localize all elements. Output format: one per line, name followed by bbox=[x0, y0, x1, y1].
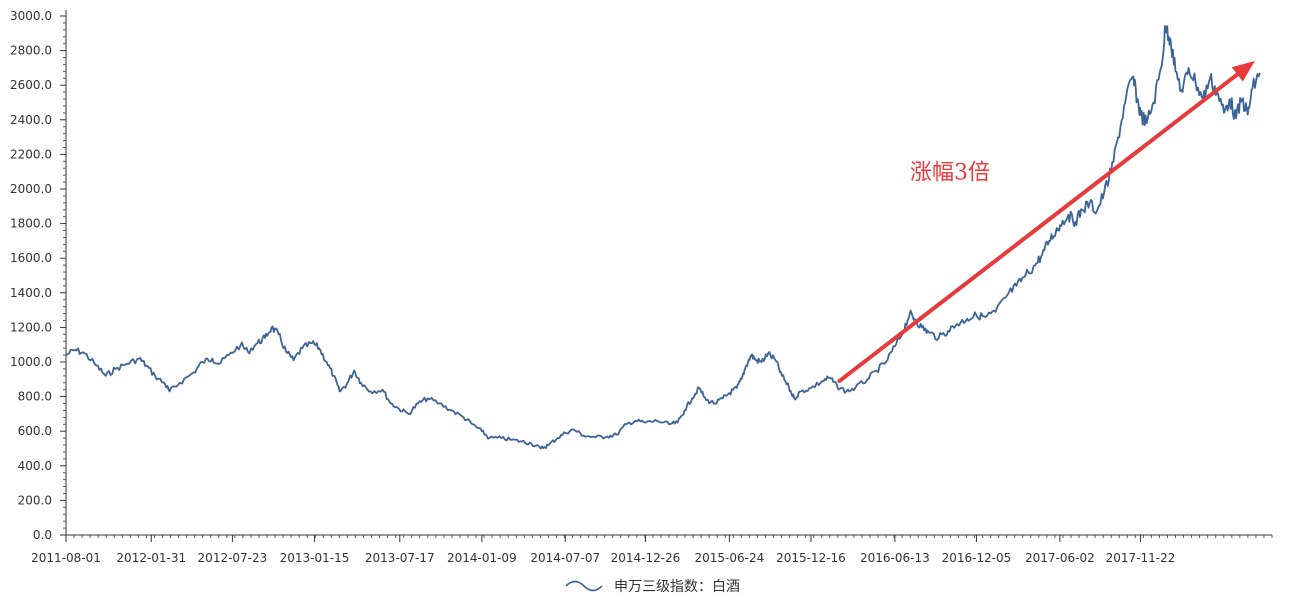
x-axis: 2011-08-01 2012-01-31 2012-07-23 2013-01-15… bbox=[31, 534, 1273, 565]
y-tick-label: 2800.0 bbox=[10, 44, 52, 58]
y-tick-label: 2400.0 bbox=[10, 113, 52, 127]
x-tick-label: 2013-01-15 bbox=[280, 551, 350, 565]
x-tick-label: 2016-12-05 bbox=[942, 551, 1012, 565]
x-tick-label: 2012-07-23 bbox=[198, 551, 268, 565]
y-tick-label: 2200.0 bbox=[10, 147, 52, 161]
y-tick-label: 1800.0 bbox=[10, 217, 52, 231]
x-tick-label: 2014-07-07 bbox=[530, 551, 600, 565]
annotation-group: 涨幅3倍 bbox=[837, 61, 1255, 384]
y-tick-label: 400.0 bbox=[18, 459, 52, 473]
annotation-label: 涨幅3倍 bbox=[910, 160, 990, 185]
x-tick-label: 2014-01-09 bbox=[447, 551, 517, 565]
y-tick-label: 1000.0 bbox=[10, 355, 52, 369]
x-tick-label: 2015-12-16 bbox=[776, 551, 846, 565]
x-tick-label: 2013-07-17 bbox=[365, 551, 435, 565]
y-tick-label: 2000.0 bbox=[10, 182, 52, 196]
series-line-group bbox=[65, 25, 1261, 450]
y-tick-label: 0.0 bbox=[33, 528, 52, 542]
y-tick-label: 1200.0 bbox=[10, 320, 52, 334]
y-tick-label: 800.0 bbox=[18, 390, 52, 404]
annotation-arrow-head bbox=[1231, 61, 1255, 82]
x-tick-label: 2017-06-02 bbox=[1025, 551, 1095, 565]
x-tick-label: 2012-01-31 bbox=[116, 551, 186, 565]
y-tick-label: 3000.0 bbox=[10, 9, 52, 23]
y-axis: 0.0 200.0 400.0 600.0 800.0 1000.0 1200.0 1400.… bbox=[10, 9, 67, 542]
x-tick-label: 2015-06-24 bbox=[694, 551, 764, 565]
y-tick-label: 200.0 bbox=[18, 493, 52, 507]
x-tick-label: 2011-08-01 bbox=[31, 551, 101, 565]
y-tick-label: 600.0 bbox=[18, 424, 52, 438]
x-tick-label: 2017-11-22 bbox=[1106, 551, 1176, 565]
y-tick-label: 1400.0 bbox=[10, 286, 52, 300]
y-tick-label: 1600.0 bbox=[10, 251, 52, 265]
x-tick-label: 2014-12-26 bbox=[611, 551, 681, 565]
legend[interactable]: 申万三级指数：白酒 bbox=[565, 579, 740, 595]
annotation-arrow-shaft bbox=[837, 72, 1240, 384]
legend-label: 申万三级指数：白酒 bbox=[614, 579, 740, 595]
x-tick-label: 2016-06-13 bbox=[860, 551, 930, 565]
y-tick-label: 2600.0 bbox=[10, 78, 52, 92]
legend-line-icon bbox=[565, 580, 603, 592]
series-line-baijiu bbox=[65, 25, 1261, 450]
